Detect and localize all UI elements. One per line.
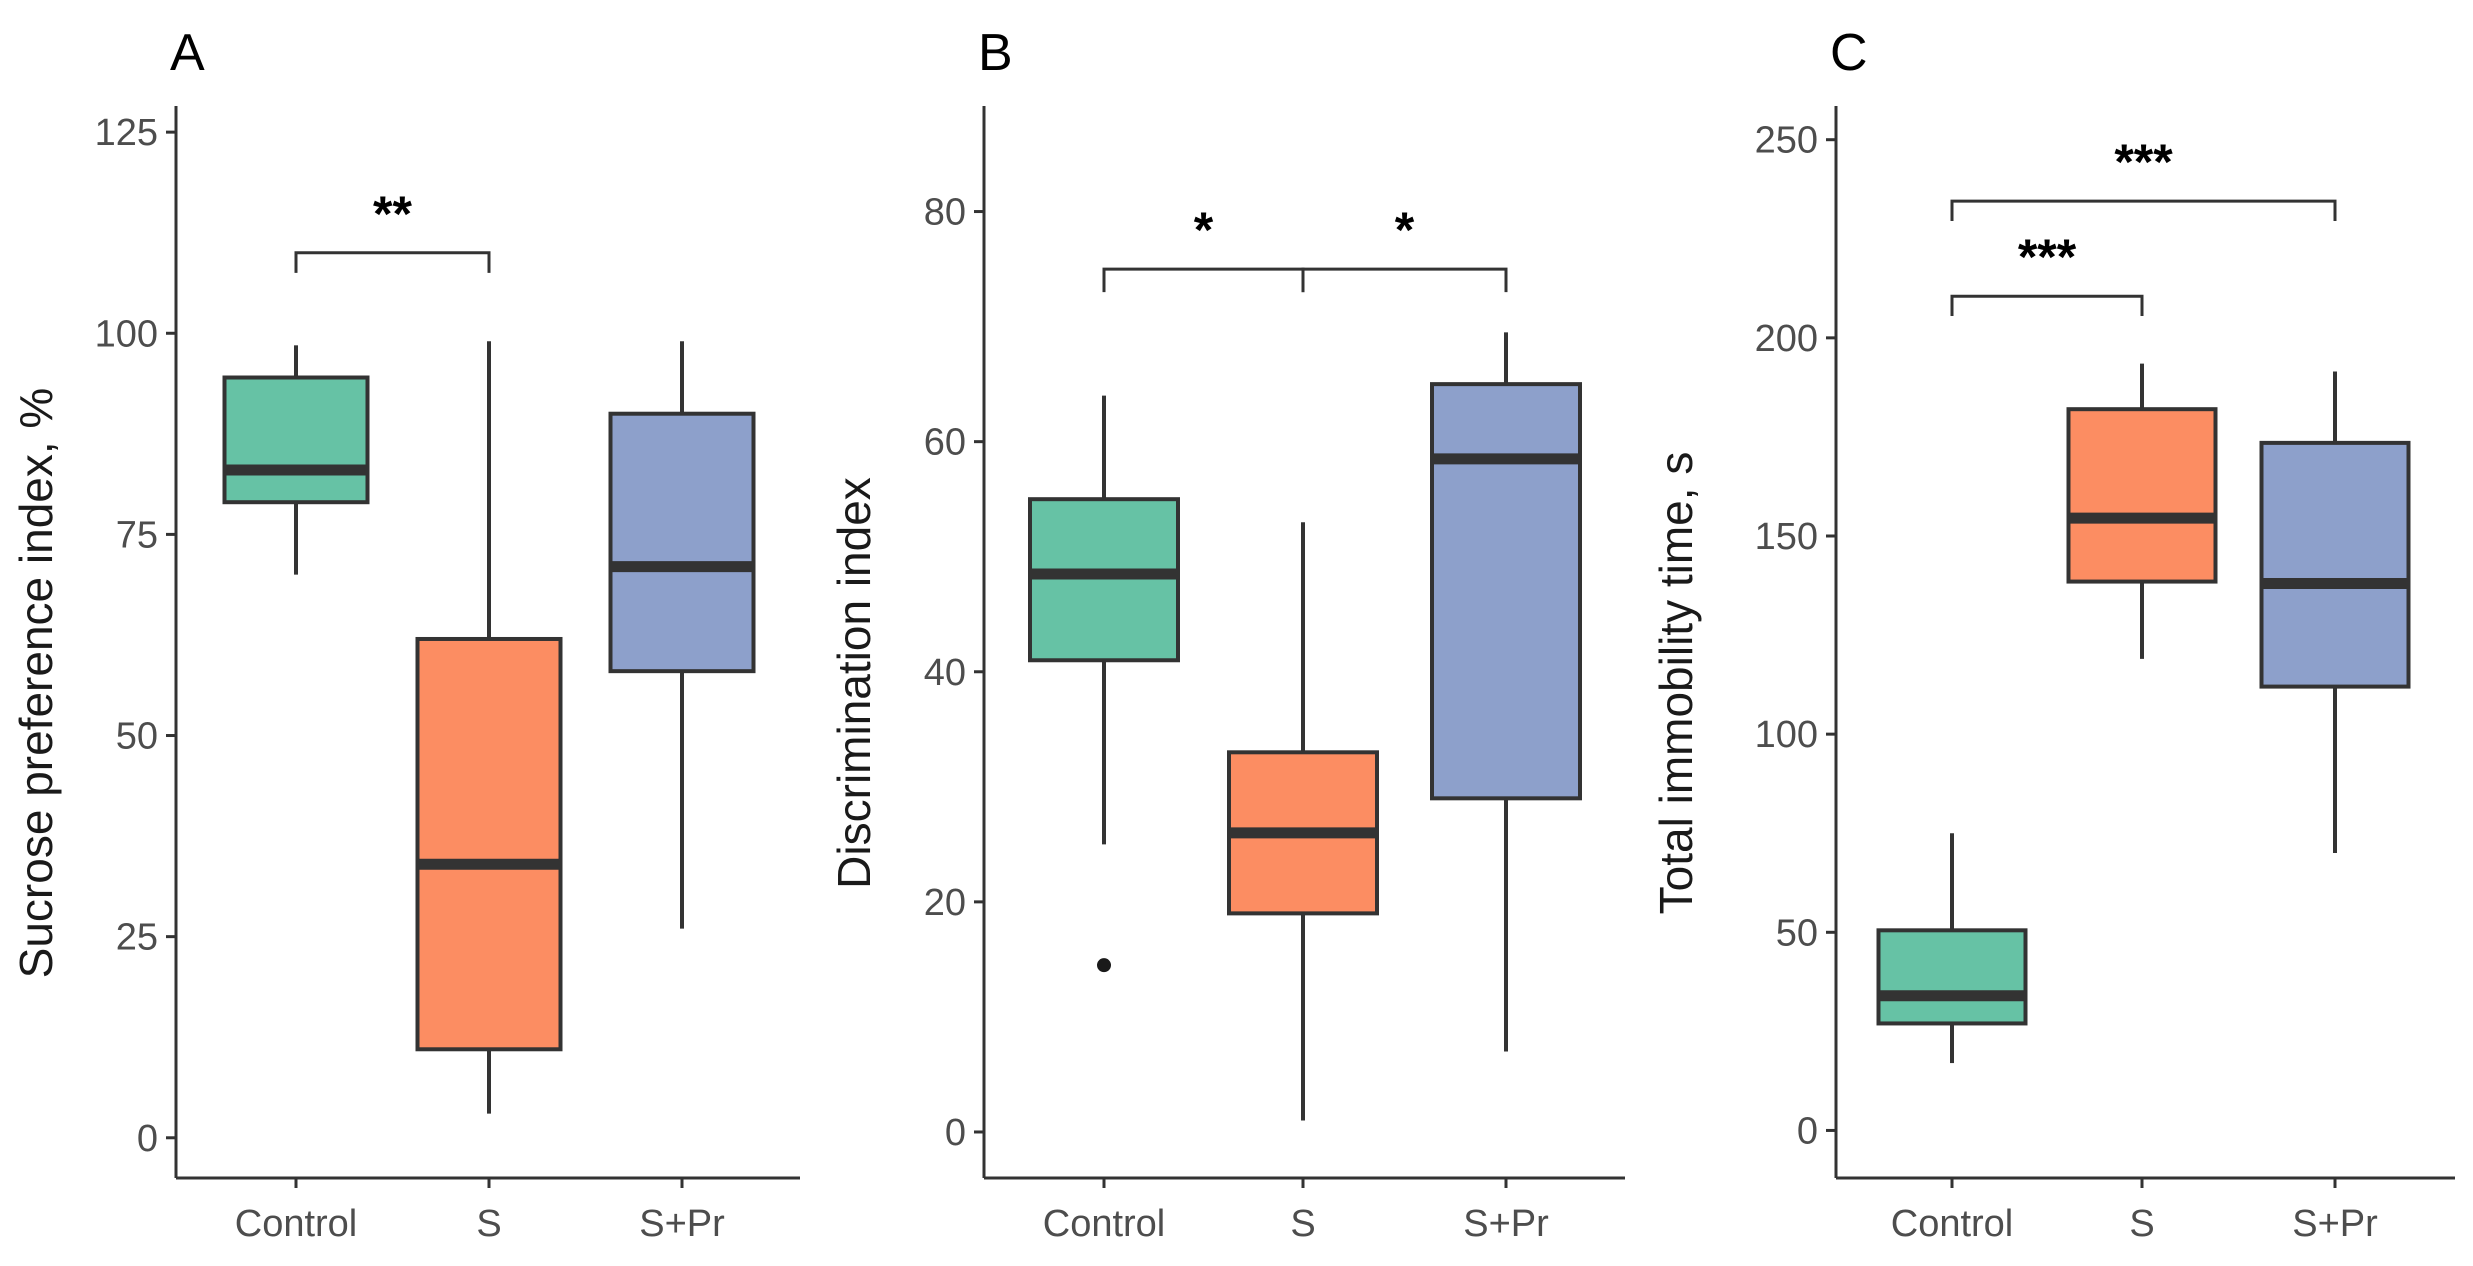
y-tick-label: 150 — [1755, 516, 1818, 558]
x-tick-label: S — [1290, 1203, 1315, 1245]
y-tick-label: 125 — [95, 112, 158, 154]
x-tick-label: Control — [1043, 1203, 1166, 1245]
box-s — [2066, 407, 2218, 584]
panel-letter: B — [978, 24, 1013, 82]
box-control — [1028, 497, 1180, 663]
panel-letter: A — [170, 24, 205, 82]
x-tick-label: S+Pr — [2292, 1203, 2378, 1245]
y-axis-title: Sucrose preference index, % — [10, 388, 62, 979]
panel-a: A 0 25 50 75 100 125 Control S S+Pr Sucrose prefer… — [10, 24, 800, 1245]
panel-letter: C — [1830, 24, 1868, 82]
panel-c: C 0 50 100 150 200 250 Control S S+Pr Total immobi… — [1650, 24, 2455, 1245]
y-tick-label: 100 — [95, 313, 158, 355]
y-tick-label: 40 — [924, 652, 966, 694]
panel-b: B 0 20 40 60 80 Control S S+Pr Discrimination ind… — [828, 24, 1625, 1245]
box-s-plus-pr — [2259, 440, 2411, 689]
significance-label: * — [1194, 202, 1214, 258]
box-s — [415, 636, 563, 1052]
box-s-plus-pr — [1430, 382, 1582, 801]
x-tick-label: S — [476, 1203, 501, 1245]
significance-label: *** — [2018, 229, 2077, 285]
significance-label: * — [1395, 202, 1415, 258]
x-tick-label: S+Pr — [639, 1203, 725, 1245]
significance-bracket — [1950, 199, 2337, 221]
y-tick-label: 0 — [1797, 1110, 1818, 1152]
y-axis-title: Discrimination index — [828, 477, 880, 889]
y-tick-label: 100 — [1755, 714, 1818, 756]
outlier-point — [1097, 958, 1111, 973]
significance-bracket — [294, 251, 491, 273]
y-tick-label: 60 — [924, 422, 966, 464]
y-tick-label: 50 — [1776, 912, 1818, 954]
y-tick-label: 80 — [924, 192, 966, 234]
significance-label: ** — [373, 186, 412, 242]
y-tick-label: 0 — [945, 1112, 966, 1154]
x-tick-label: Control — [235, 1203, 358, 1245]
significance-label: *** — [2114, 134, 2173, 190]
y-tick-label: 50 — [116, 716, 158, 758]
significance-bracket — [1950, 294, 2144, 317]
x-tick-label: Control — [1891, 1203, 2014, 1245]
y-tick-label: 20 — [924, 882, 966, 924]
x-tick-label: S — [2129, 1203, 2154, 1245]
box-control — [1876, 928, 2028, 1026]
y-tick-label: 75 — [116, 514, 158, 556]
y-tick-label: 250 — [1755, 120, 1818, 162]
x-tick-label: S+Pr — [1463, 1203, 1549, 1245]
y-tick-label: 200 — [1755, 318, 1818, 360]
y-tick-label: 0 — [137, 1118, 158, 1160]
box-s-plus-pr — [608, 411, 756, 674]
box-control — [222, 375, 370, 505]
significance-bracket — [1301, 267, 1508, 293]
y-axis-title: Total immobility time, s — [1650, 452, 1702, 915]
y-tick-label: 25 — [116, 917, 158, 959]
